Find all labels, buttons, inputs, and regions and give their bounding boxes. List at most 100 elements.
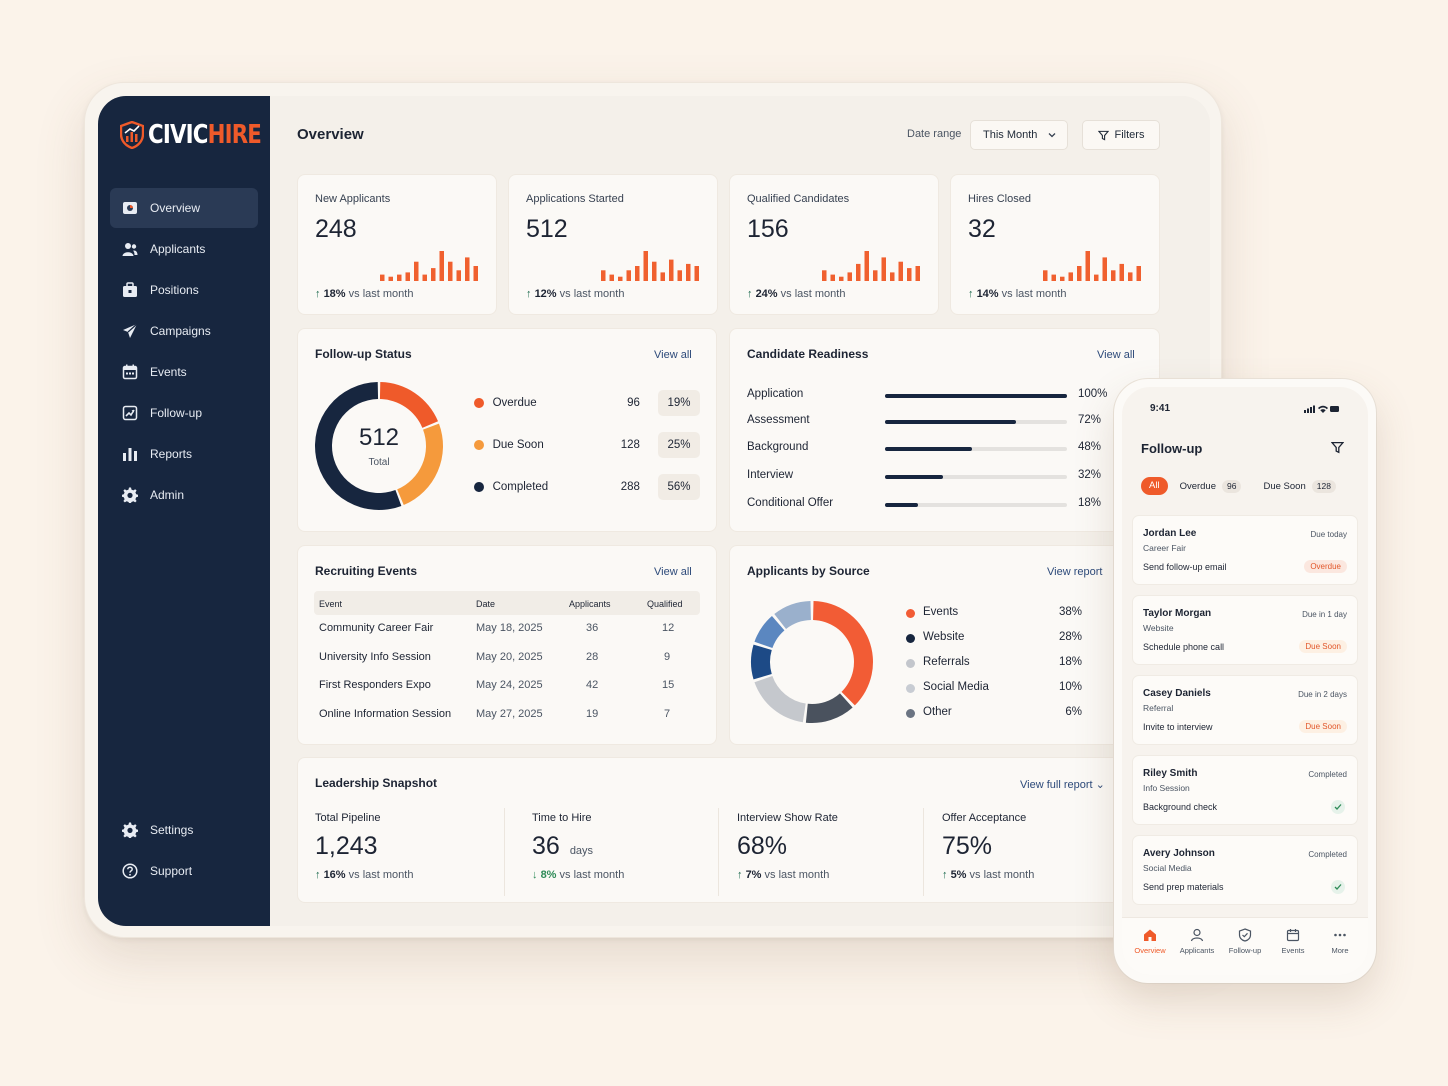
date-range-select[interactable]: This Month [970,120,1068,150]
sparkline-bar [1119,263,1124,281]
view-all-link[interactable]: View all [1097,349,1135,361]
sparkline-bar [907,268,912,281]
tab-all[interactable]: All [1141,477,1168,495]
sparkline-bar [822,270,827,281]
sparkline-bar [414,261,419,281]
home-icon [1144,929,1156,941]
phone-nav-overview[interactable]: Overview [1126,928,1174,955]
phone-nav-applicants[interactable]: Applicants [1173,928,1221,955]
status-badge: Due Soon [1299,640,1347,653]
kpi-value: 156 [747,215,789,243]
follow-up-card[interactable]: Casey Daniels Referral Invite to intervi… [1132,675,1358,745]
phone-screen: 9:41 Follow-up All Overdue 96 Due Soon 128… [1122,387,1368,975]
sparkline-bar [439,251,444,281]
source-donut [751,601,873,723]
card-title: Applicants by Source [747,564,870,578]
gear-icon [122,822,138,838]
table-row[interactable]: Online Information Session May 27, 2025 … [319,708,671,720]
view-report-link[interactable]: View report [1047,566,1103,578]
sparkline-bar [635,266,640,281]
calendar-icon [1286,929,1300,942]
brand-logo[interactable]: CIVICHIRE [120,120,286,150]
sidebar-item-reports[interactable]: Reports [110,434,258,474]
sidebar-item-label: Follow-up [150,406,203,420]
arrow-up-icon: ↑ [315,869,321,881]
legend-item-referrals[interactable]: Referrals 18% [906,656,1082,672]
arrow-up-icon: ↑ [526,288,532,300]
legend-item-overdue[interactable]: Overdue 96 19% [474,390,700,416]
leadership-snapshot-card: Leadership Snapshot View full report ⌄ T… [297,757,1160,903]
table-row[interactable]: First Responders Expo May 24, 2025 42 15 [319,679,675,691]
donut-slice-social-media[interactable] [751,644,772,680]
sidebar-item-overview[interactable]: Overview [110,188,258,228]
legend-item-social-media[interactable]: Social Media 10% [906,681,1082,697]
sparkline-bar [1060,276,1065,281]
legend-dot [906,609,915,618]
count-badge: 96 [1222,479,1242,493]
kpi-card-hires-closed[interactable]: Hires Closed 32 ↑ 14% vs last month [950,174,1160,315]
sparkline-bar [847,272,852,281]
sidebar-item-campaigns[interactable]: Campaigns [110,311,258,351]
kpi-card-new-applicants[interactable]: New Applicants 248 ↑ 18% vs last month [297,174,497,315]
check-icon [1331,800,1345,814]
filters-button[interactable]: Filters [1082,120,1160,150]
filter-icon [1097,130,1109,141]
donut-slice-due-soon[interactable] [397,423,443,506]
sidebar-item-settings[interactable]: Settings [110,810,258,850]
donut-slice-referrals[interactable] [754,675,806,723]
donut-slice-events[interactable] [813,601,873,706]
page-title: Overview [297,126,364,143]
donut-slice-website[interactable] [805,693,853,723]
sparkline-bar [380,274,385,281]
phone-tabs: All Overdue 96 Due Soon 128 [1141,477,1342,495]
donut-slice-other[interactable] [754,615,785,649]
sidebar-item-applicants[interactable]: Applicants [110,229,258,269]
follow-up-card[interactable]: Riley Smith Info Session Background chec… [1132,755,1358,825]
table-row[interactable]: Community Career Fair May 18, 2025 36 12 [319,622,675,634]
legend-item-other[interactable]: Other 6% [906,706,1082,722]
kpi-label: New Applicants [315,193,391,205]
sidebar-item-admin[interactable]: Admin [110,475,258,515]
sidebar-item-label: Events [150,365,187,379]
sidebar: CIVICHIRE Overview Applicants Positions [98,96,270,926]
tab-due-soon[interactable]: Due Soon 128 [1263,479,1336,493]
filter-icon[interactable] [1331,441,1344,454]
legend-item-events[interactable]: Events 38% [906,606,1082,622]
sparkline-bar [839,276,844,281]
donut-slice-overdue[interactable] [379,382,439,428]
sidebar-item-events[interactable]: Events [110,352,258,392]
phone-nav-events[interactable]: Events [1269,928,1317,955]
legend-item-website[interactable]: Website 28% [906,631,1082,647]
sparkline-bar [456,270,461,281]
view-all-link[interactable]: View all [654,566,692,578]
table-row[interactable]: University Info Session May 20, 2025 28 … [319,651,671,663]
tab-overdue[interactable]: Overdue 96 [1180,479,1242,493]
view-full-report-link[interactable]: View full report ⌄ [1020,779,1105,791]
sidebar-item-positions[interactable]: Positions [110,270,258,310]
shield-icon [1238,928,1252,942]
brand-name: CIVICHIRE [148,120,262,150]
view-all-link[interactable]: View all [654,349,692,361]
follow-up-card[interactable]: Avery Johnson Social Media Send prep mat… [1132,835,1358,905]
kpi-card-qualified-candidates[interactable]: Qualified Candidates 156 ↑ 24% vs last m… [729,174,939,315]
donut-slice-completed[interactable] [315,382,402,510]
follow-up-card[interactable]: Taylor Morgan Website Schedule phone cal… [1132,595,1358,665]
chevron-down-icon: ⌄ [1095,779,1105,791]
kpi-card-applications-started[interactable]: Applications Started 512 ↑ 12% vs last m… [508,174,718,315]
tablet-frame: CIVICHIRE Overview Applicants Positions [84,82,1222,938]
follow-up-card[interactable]: Jordan Lee Career Fair Send follow-up em… [1132,515,1358,585]
legend-item-due-soon[interactable]: Due Soon 128 25% [474,432,700,458]
sparkline-bar [677,270,682,281]
legend-item-completed[interactable]: Completed 288 56% [474,474,700,500]
sparkline-bar [652,261,657,281]
sidebar-item-support[interactable]: Support [110,851,258,891]
sparkline-bar [660,272,665,281]
sidebar-item-label: Campaigns [150,324,211,338]
sparkline-bar [890,272,895,281]
phone-nav-more[interactable]: More [1316,928,1364,955]
donut-slice-website[interactable] [774,601,811,629]
sparkline-bar [898,261,903,281]
sidebar-item-follow-up[interactable]: Follow-up [110,393,258,433]
phone-nav-follow-up[interactable]: Follow-up [1221,928,1269,955]
sparkline-bar [686,263,691,281]
